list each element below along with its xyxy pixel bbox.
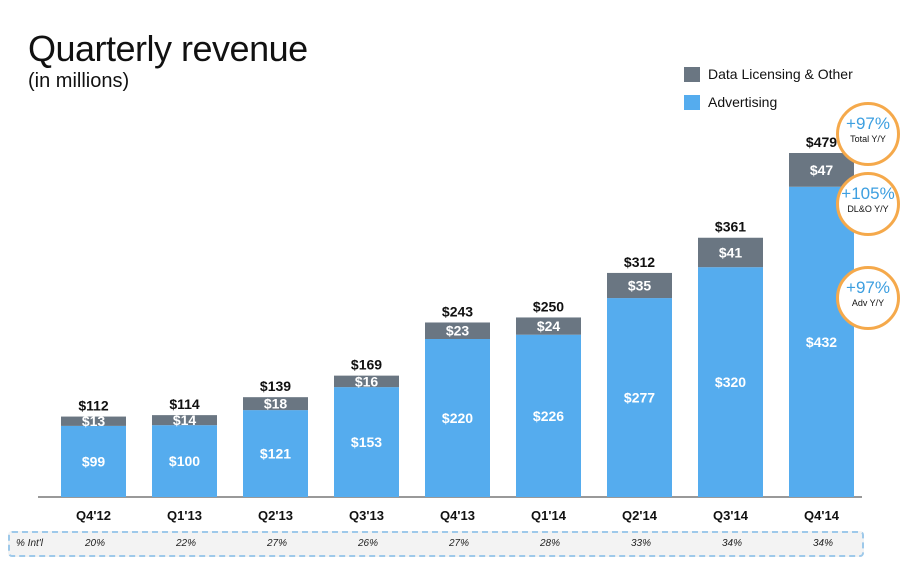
total-yy-label: Total Y/Y	[850, 134, 886, 144]
bar-data-licensing	[243, 397, 308, 411]
bar-advertising	[243, 410, 308, 497]
total-yy-badge: +97% Total Y/Y	[836, 102, 900, 166]
bar-label-advertising: $121	[260, 446, 291, 462]
x-tick-label: Q4'13	[440, 508, 475, 523]
bar-label-data-licensing: $24	[537, 318, 561, 334]
total-label: $112	[78, 398, 109, 414]
total-label: $169	[351, 357, 382, 373]
total-label: $361	[715, 219, 746, 235]
bar-data-licensing	[698, 237, 763, 268]
bar-label-data-licensing: $41	[719, 244, 743, 260]
legend-item-data-licensing: Data Licensing & Other	[684, 66, 853, 82]
bar-data-licensing	[152, 415, 217, 426]
adv-yy-badge: +97% Adv Y/Y	[836, 266, 900, 330]
legend-item-advertising: Advertising	[684, 94, 777, 110]
bar-data-licensing	[789, 153, 854, 187]
total-label: $312	[624, 254, 655, 270]
intl-value: 33%	[630, 538, 651, 549]
bar-data-licensing	[425, 322, 490, 340]
bar-data-licensing	[334, 375, 399, 388]
bar-label-data-licensing: $47	[810, 162, 834, 178]
bar-label-advertising: $320	[715, 374, 746, 390]
legend-label-data-licensing: Data Licensing & Other	[708, 66, 853, 82]
x-tick-label: Q1'13	[167, 508, 202, 523]
x-tick-label: Q4'14	[804, 508, 840, 523]
bar-label-data-licensing: $13	[82, 413, 106, 429]
bar-label-advertising: $277	[624, 390, 655, 406]
legend-swatch-data-licensing	[684, 66, 700, 82]
intl-value: 26%	[357, 538, 378, 549]
chart-title: Quarterly revenue	[28, 28, 308, 69]
intl-value: 20%	[84, 538, 105, 549]
x-tick-label: Q2'14	[622, 508, 658, 523]
bar-advertising	[61, 425, 126, 497]
bar-advertising	[425, 339, 490, 497]
bar-label-data-licensing: $14	[173, 412, 197, 428]
bar-advertising	[698, 267, 763, 497]
total-label: $243	[442, 303, 473, 319]
bar-advertising	[516, 334, 581, 497]
bar-label-advertising: $153	[351, 434, 382, 450]
intl-row-label: % Int'l	[16, 538, 43, 549]
bar-label-advertising: $220	[442, 410, 473, 426]
bar-label-advertising: $100	[169, 453, 200, 469]
dlo-yy-label: DL&O Y/Y	[847, 204, 889, 214]
bar-label-advertising: $99	[82, 453, 106, 469]
bar-advertising	[334, 387, 399, 497]
legend-label-advertising: Advertising	[708, 94, 778, 110]
x-tick-label: Q2'13	[258, 508, 293, 523]
x-tick-label: Q3'14	[713, 508, 749, 523]
bar-label-advertising: $226	[533, 408, 564, 424]
bar-advertising	[789, 186, 854, 497]
bar-data-licensing	[607, 272, 672, 299]
chart-subtitle: (in millions)	[28, 70, 130, 92]
intl-percentage-row: % Int'l 20% 22% 27% 26% 27% 28% 33% 34% …	[8, 531, 864, 557]
bar-label-data-licensing: $23	[446, 323, 470, 339]
bar-label-data-licensing: $35	[628, 278, 652, 294]
total-label: $139	[260, 378, 291, 394]
x-tick-label: Q4'12	[76, 508, 111, 523]
bar-label-advertising: $432	[806, 334, 837, 350]
bar-advertising	[607, 298, 672, 497]
bar-data-licensing	[516, 317, 581, 335]
bar-advertising	[152, 425, 217, 497]
adv-yy-label: Adv Y/Y	[851, 298, 885, 308]
x-tick-label: Q3'13	[349, 508, 384, 523]
intl-value: 34%	[721, 538, 742, 549]
dlo-yy-value: +105%	[841, 184, 895, 203]
intl-value: 27%	[266, 538, 287, 549]
intl-value: 34%	[812, 538, 833, 549]
bar-label-data-licensing: $16	[355, 373, 379, 389]
intl-value: 27%	[448, 538, 469, 549]
adv-yy-value: +97%	[846, 278, 890, 297]
total-label: $114	[169, 396, 200, 412]
total-label: $250	[533, 298, 564, 314]
dlo-yy-badge: +105% DL&O Y/Y	[836, 172, 900, 236]
total-label: $479	[806, 134, 837, 150]
bar-data-licensing	[61, 416, 126, 426]
intl-value: 28%	[539, 538, 560, 549]
intl-value: 22%	[175, 538, 196, 549]
bar-label-data-licensing: $18	[264, 396, 288, 412]
total-yy-value: +97%	[846, 114, 890, 133]
legend-swatch-advertising	[684, 94, 700, 110]
x-tick-label: Q1'14	[531, 508, 567, 523]
